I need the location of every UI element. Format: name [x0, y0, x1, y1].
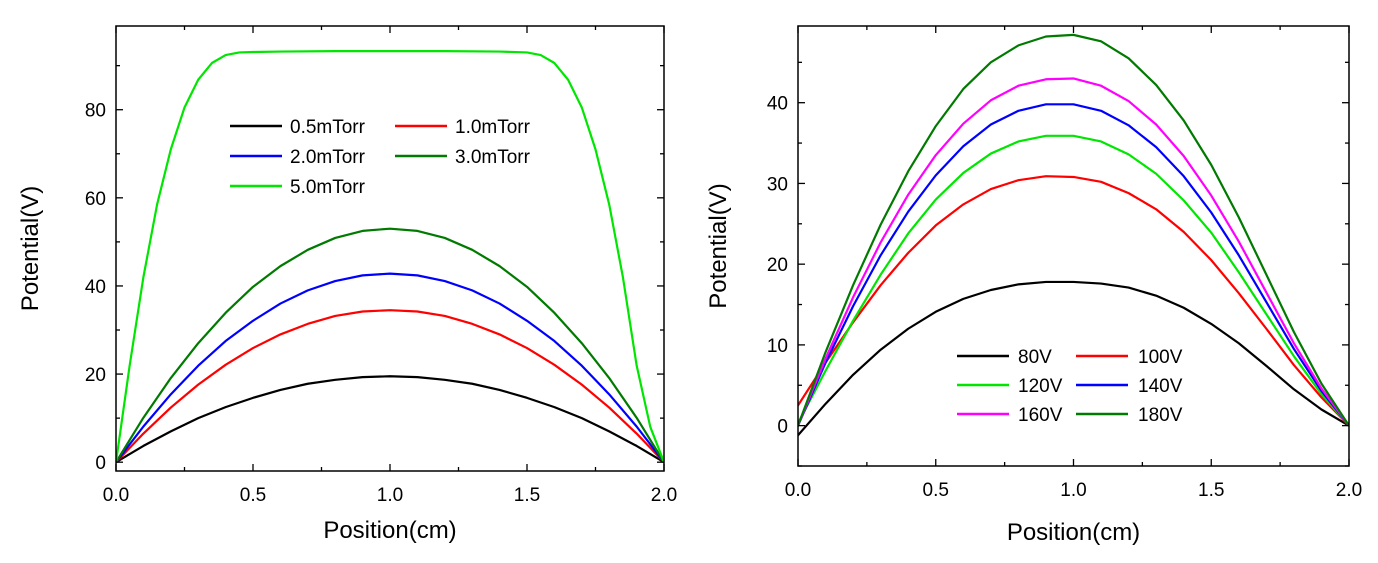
x-axis-label: Position(cm) [323, 517, 456, 544]
series-line-2.0mTorr [116, 272, 664, 464]
x-tick-label: 1.5 [1198, 480, 1224, 501]
legend-label: 2.0mTorr [290, 147, 366, 168]
series-line-0.5mTorr [116, 375, 664, 464]
legend-label: 120V [1018, 376, 1063, 397]
x-tick-label: 2.0 [651, 485, 677, 506]
series-group [116, 50, 664, 464]
x-tick-label: 2.0 [1336, 480, 1362, 501]
series-line-100V [798, 175, 1349, 427]
y-tick-label: 20 [767, 255, 788, 276]
series-line-140V [798, 103, 1349, 427]
x-tick-label: 0.0 [785, 480, 811, 501]
y-tick-label: 10 [767, 336, 788, 357]
x-tick-label: 1.5 [514, 485, 540, 506]
legend-label: 100V [1138, 347, 1183, 368]
y-tick-label: 30 [767, 174, 788, 195]
x-tick-label: 1.0 [377, 485, 403, 506]
legend-label: 1.0mTorr [455, 117, 531, 138]
legend-label: 140V [1138, 376, 1183, 397]
legend: 0.5mTorr 1.0mTorr 2.0mTorr 3.0mTorr 5.0mTorr [230, 117, 531, 198]
legend-label: 0.5mTorr [290, 117, 366, 138]
y-tick-label: 40 [767, 94, 788, 115]
y-axis-label: Potential(V) [17, 186, 44, 311]
legend: 80V 100V 120V 140V 160V 180V [957, 347, 1183, 426]
series-line-160V [798, 77, 1349, 427]
x-tick-label: 1.0 [1060, 480, 1086, 501]
plot-frame [797, 25, 1350, 467]
y-tick-label: 0 [777, 417, 788, 438]
y-tick-label: 60 [85, 189, 106, 210]
series-line-5.0mTorr [116, 50, 664, 464]
y-tick-label: 0 [95, 453, 106, 474]
chart-pressure-potential: 0.0 0.5 1.0 1.5 2.0 0 20 40 60 80 Position(cm) Pote… [17, 25, 677, 544]
y-tick-label: 40 [85, 277, 106, 298]
series-group [798, 33, 1349, 437]
series-line-1.0mTorr [116, 309, 664, 464]
legend-label: 180V [1138, 405, 1183, 426]
y-tick-label: 20 [85, 365, 106, 386]
series-line-3.0mTorr [116, 227, 664, 464]
x-tick-label: 0.0 [103, 485, 129, 506]
chart-voltage-potential: 0.0 0.5 1.0 1.5 2.0 0 10 20 30 40 Position(cm) Pote… [705, 25, 1362, 546]
series-line-120V [798, 134, 1349, 427]
plot-frame [115, 25, 665, 472]
series-line-180V [798, 33, 1349, 427]
legend-label: 3.0mTorr [455, 147, 531, 168]
legend-label: 160V [1018, 405, 1063, 426]
y-tick-label: 80 [85, 101, 106, 122]
legend-label: 80V [1018, 347, 1052, 368]
x-tick-label: 0.5 [240, 485, 266, 506]
y-axis-label: Potential(V) [705, 183, 732, 308]
x-tick-label: 0.5 [923, 480, 949, 501]
x-axis-label: Position(cm) [1007, 519, 1140, 546]
legend-label: 5.0mTorr [290, 177, 366, 198]
series-line-80V [798, 280, 1349, 437]
